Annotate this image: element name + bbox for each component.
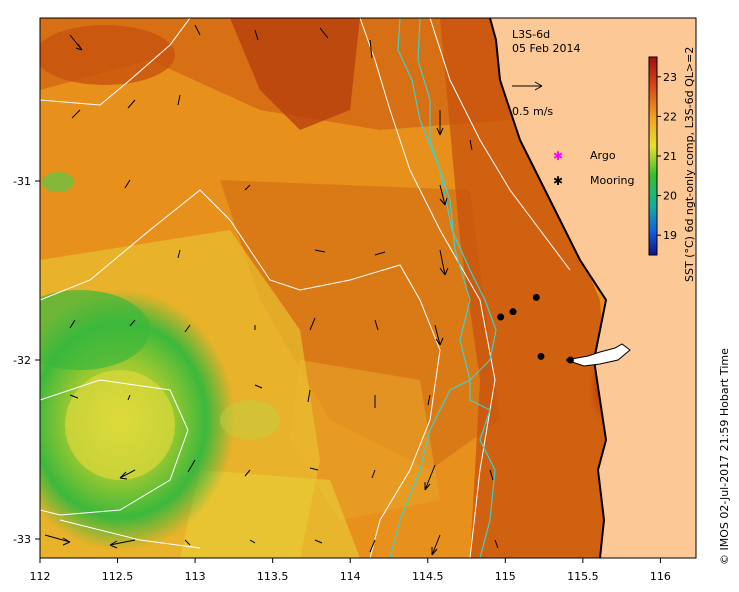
y-tick-label: -32 <box>13 354 31 367</box>
colorbar-title: SST (°C) 6d ngt-only comp, L3S-6d QL>=2 <box>683 47 696 282</box>
argo-marker-icon: ✱ <box>553 149 563 163</box>
y-tick-label: -33 <box>13 533 31 546</box>
x-tick-label: 112.5 <box>102 570 134 583</box>
mooring-markers <box>497 293 574 364</box>
colorbar-tick-label: 19 <box>663 229 677 242</box>
mooring-point <box>532 293 540 301</box>
argo-label: Argo <box>590 149 616 162</box>
colorbar-ramp <box>648 56 658 256</box>
y-tick-label: -31 <box>13 175 31 188</box>
product-label: L3S-6d <box>512 28 550 41</box>
estuary <box>565 343 631 367</box>
date-label: 05 Feb 2014 <box>512 42 580 55</box>
sst-field <box>40 18 696 558</box>
legend: ✱ Argo ✱ Mooring <box>553 149 634 188</box>
x-tick-label: 114.5 <box>412 570 444 583</box>
velocity-scale-label: 0.5 m/s <box>512 105 553 118</box>
colorbar-tick-label: 20 <box>663 190 677 203</box>
mooring-label: Mooring <box>590 174 634 187</box>
mooring-marker-icon: ✱ <box>553 174 563 188</box>
colorbar: 23 22 21 20 19 SST (°C) 6d ngt-only comp, L3… <box>648 47 696 282</box>
coastline <box>489 18 608 558</box>
x-tick-label: 113.5 <box>257 570 289 583</box>
mooring-point <box>566 356 574 364</box>
colorbar-tick-label: 21 <box>663 150 677 163</box>
plot-frame <box>39 17 697 559</box>
mooring-point <box>497 313 505 321</box>
colorbar-ticks: 23 22 21 20 19 <box>657 71 677 242</box>
x-tick-label: 115 <box>495 570 516 583</box>
velocity-scale: 0.5 m/s <box>512 81 553 118</box>
x-tick-label: 114 <box>340 570 361 583</box>
colorbar-tick-label: 22 <box>663 110 677 123</box>
scale-arrow <box>512 81 543 91</box>
credit-text: © IMOS 02-Jul-2017 21:59 Hobart Time <box>718 348 731 565</box>
y-axis: -31 -32 -33 <box>13 175 40 546</box>
x-axis: 112 112.5 113 113.5 114 114.5 115 115.5 116 <box>30 558 671 583</box>
x-tick-label: 115.5 <box>567 570 599 583</box>
current-vectors <box>44 24 499 556</box>
white-contours <box>40 18 571 558</box>
colorbar-tick-label: 23 <box>663 71 677 84</box>
mooring-point <box>537 352 545 360</box>
mooring-point <box>509 308 517 316</box>
land-mass <box>490 18 696 558</box>
x-tick-label: 112 <box>30 570 51 583</box>
cyan-contours <box>389 18 497 558</box>
x-tick-label: 116 <box>650 570 671 583</box>
x-tick-label: 113 <box>185 570 206 583</box>
